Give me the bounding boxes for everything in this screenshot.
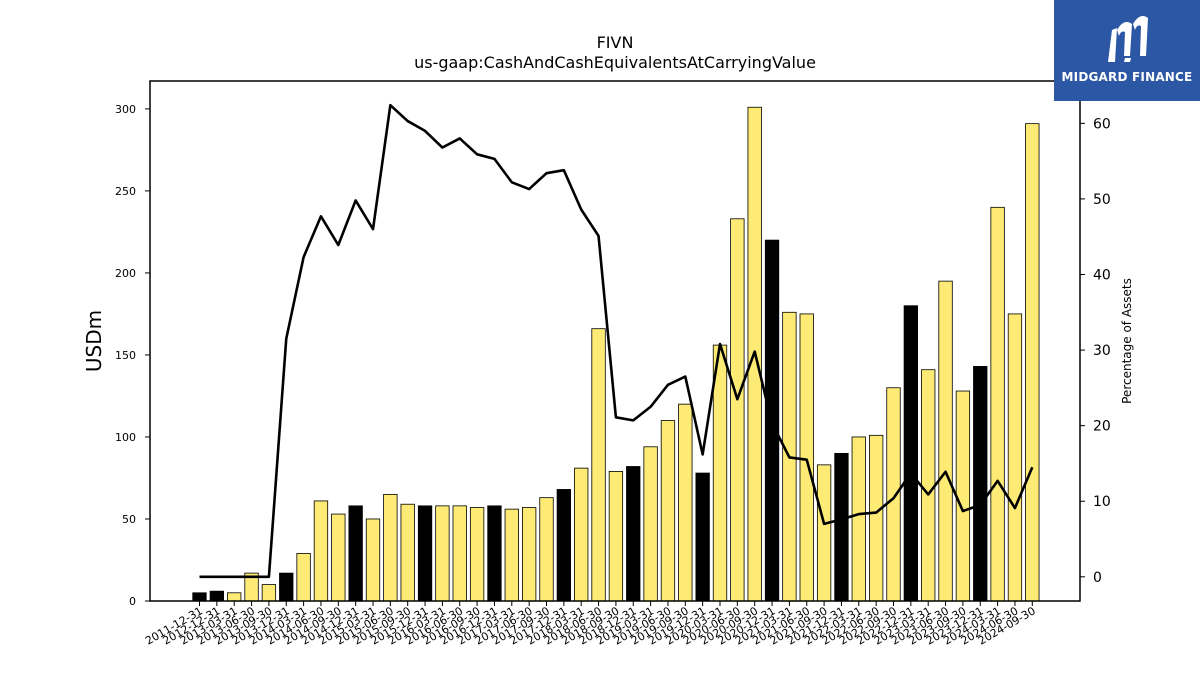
y2-axis: 0 10 20 30 40 50 60 bbox=[1080, 116, 1111, 586]
bar-2018-12-31 bbox=[626, 466, 641, 602]
bar-2021-12-31 bbox=[834, 452, 849, 602]
x-axis: 2011-12-312012-12-312013-03-312013-06-30… bbox=[143, 601, 1038, 648]
bar-2016-12-31 bbox=[487, 505, 502, 602]
bar-2022-12-31 bbox=[903, 305, 918, 602]
bar-2022-03-31 bbox=[851, 436, 866, 602]
bar-2023-12-31 bbox=[973, 366, 988, 602]
y-axis-label: USDm bbox=[82, 310, 106, 372]
y2-tick-label: 50 bbox=[1093, 192, 1111, 208]
bar-2021-06-30 bbox=[799, 313, 814, 602]
bar-2019-12-31 bbox=[695, 472, 710, 602]
bar-2019-09-30 bbox=[678, 403, 693, 602]
bar-2019-06-30 bbox=[660, 420, 676, 602]
midgard-finance-logo: MIDGARD FINANCE bbox=[1054, 0, 1200, 101]
bar-2017-03-31 bbox=[504, 508, 519, 602]
bar-2017-09-30 bbox=[539, 497, 554, 602]
chart-title: FIVN bbox=[597, 33, 634, 52]
bar-2015-09-30 bbox=[400, 503, 415, 602]
bar-2014-06-30 bbox=[313, 500, 329, 602]
y-tick-label: 300 bbox=[115, 103, 136, 116]
bar-2013-03-31 bbox=[227, 592, 242, 602]
line-layer bbox=[199, 103, 1034, 579]
bar-2018-09-30 bbox=[608, 471, 624, 602]
bars-layer bbox=[192, 106, 1040, 602]
logo-text: MIDGARD FINANCE bbox=[1061, 70, 1193, 84]
y-tick-label: 150 bbox=[115, 349, 136, 362]
chart-subtitle: us-gaap:CashAndCashEquivalentsAtCarrying… bbox=[414, 53, 816, 72]
bar-2023-03-31 bbox=[921, 369, 936, 602]
plot-frame bbox=[149, 80, 1081, 602]
bar-2015-03-31 bbox=[365, 518, 381, 602]
y2-tick-label: 0 bbox=[1093, 570, 1102, 586]
y2-axis-label: Percentage of Assets bbox=[1120, 278, 1134, 404]
y2-tick-label: 10 bbox=[1093, 494, 1111, 510]
bar-2013-12-31 bbox=[279, 572, 294, 602]
bar-2020-03-31 bbox=[712, 344, 728, 602]
bar-2024-06-30 bbox=[1007, 313, 1023, 602]
y-axis: 0 50 100 150 200 250 300 bbox=[115, 103, 150, 608]
bar-2016-09-30 bbox=[469, 507, 485, 602]
bar-2024-09-30 bbox=[1025, 123, 1040, 602]
bar-2014-09-30 bbox=[331, 513, 346, 602]
bar-2013-09-30 bbox=[261, 584, 277, 602]
percentage-line bbox=[199, 103, 1034, 579]
bar-2016-06-30 bbox=[452, 505, 467, 602]
midgard-finance-logo-icon bbox=[1108, 16, 1148, 62]
y-tick-label: 0 bbox=[129, 595, 136, 608]
bar-2012-12-31 bbox=[209, 590, 225, 602]
y2-tick-label: 60 bbox=[1093, 116, 1111, 132]
bar-2023-09-30 bbox=[955, 390, 971, 602]
bar-2018-03-31 bbox=[574, 467, 589, 602]
bar-2017-12-31 bbox=[556, 489, 571, 602]
y2-tick-label: 30 bbox=[1093, 343, 1111, 359]
bar-2016-03-31 bbox=[435, 505, 450, 602]
y2-tick-label: 20 bbox=[1093, 419, 1111, 435]
y2-tick-label: 40 bbox=[1093, 267, 1111, 283]
bar-2017-06-30 bbox=[522, 507, 537, 602]
y-tick-label: 200 bbox=[115, 267, 136, 280]
bar-2024-03-31 bbox=[990, 206, 1005, 602]
bar-2021-09-30 bbox=[816, 464, 832, 602]
y-tick-label: 250 bbox=[115, 185, 136, 198]
bar-2020-06-30 bbox=[730, 218, 745, 602]
bar-2014-12-31 bbox=[348, 505, 363, 602]
bar-2022-06-30 bbox=[869, 434, 884, 602]
bar-2019-03-31 bbox=[643, 446, 658, 602]
bar-2018-06-30 bbox=[591, 328, 606, 602]
bar-2011-12-31 bbox=[192, 592, 207, 602]
y-tick-label: 100 bbox=[115, 431, 136, 444]
y-tick-label: 50 bbox=[122, 513, 136, 526]
bar-2022-09-30 bbox=[886, 387, 901, 602]
bar-2023-06-30 bbox=[938, 280, 953, 602]
bar-2014-03-31 bbox=[296, 553, 311, 602]
bar-2015-06-30 bbox=[383, 493, 398, 602]
bar-2015-12-31 bbox=[417, 505, 433, 602]
